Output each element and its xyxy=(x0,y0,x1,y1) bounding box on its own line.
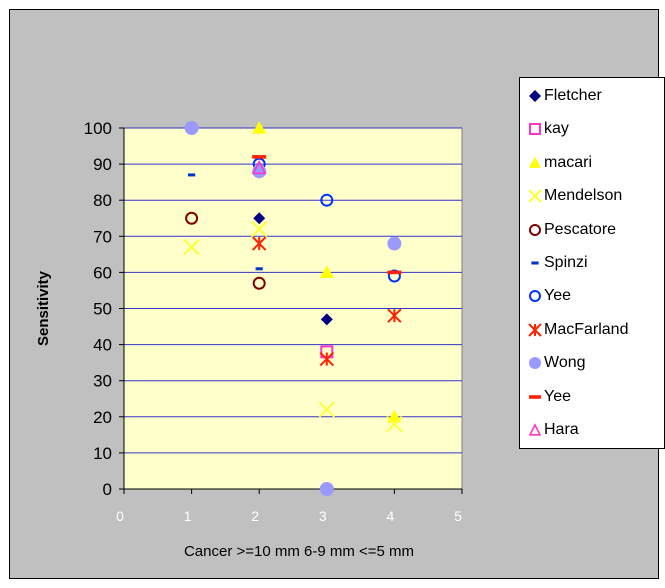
data-point xyxy=(318,401,336,418)
data-point xyxy=(319,265,334,278)
data-point xyxy=(387,236,402,251)
legend-label: Yee xyxy=(544,387,571,405)
data-point xyxy=(183,238,200,256)
legend-item: Yee xyxy=(528,285,571,307)
y-tick-label: 80 xyxy=(93,191,112,210)
legend-marker xyxy=(529,357,541,370)
data-point xyxy=(319,482,334,496)
data-point xyxy=(188,173,196,177)
y-tick-label: 100 xyxy=(84,119,112,138)
legend-label: Pescatore xyxy=(544,220,617,238)
legend-marker-icon xyxy=(531,261,539,265)
legend-marker xyxy=(529,90,541,102)
data-point xyxy=(252,276,266,290)
legend-label: Mendelson xyxy=(544,187,623,205)
y-tick-label: 90 xyxy=(93,155,112,174)
legend-marker xyxy=(528,323,542,337)
data-point xyxy=(184,121,199,135)
data-point xyxy=(252,121,267,134)
legend: Fletcher kay macari Mendelson Pescatore Spinz… xyxy=(519,77,665,449)
legend-marker-icon xyxy=(529,223,541,236)
series-mendelson xyxy=(183,220,403,433)
legend-marker xyxy=(529,290,541,303)
legend-item: Spinzi xyxy=(528,252,588,274)
data-point xyxy=(252,155,267,159)
y-tick-label: 70 xyxy=(93,227,112,246)
data-point xyxy=(251,159,267,175)
legend-label: Spinzi xyxy=(544,254,588,271)
y-tick-label: 20 xyxy=(93,408,112,427)
x-axis-title: Cancer >=10 mm 6-9 mm <=5 mm xyxy=(184,543,414,560)
y-tick-label: 30 xyxy=(93,372,112,391)
x-tick-label: 1 xyxy=(184,508,192,524)
data-point xyxy=(319,351,335,367)
legend-marker xyxy=(529,223,541,236)
data-point xyxy=(387,270,402,275)
data-point xyxy=(387,269,401,283)
legend-label: Fletcher xyxy=(544,87,602,104)
legend-item: Wong xyxy=(528,352,586,374)
legend-marker xyxy=(528,189,542,203)
legend-label: macari xyxy=(544,153,593,171)
legend-marker xyxy=(529,156,541,168)
legend-marker xyxy=(528,423,542,436)
legend-item: MacFarland xyxy=(528,319,628,341)
y-tick-label: 50 xyxy=(93,300,112,319)
y-tick-label: 40 xyxy=(93,336,112,355)
data-point xyxy=(255,267,263,271)
data-point xyxy=(320,313,333,326)
legend-marker-icon xyxy=(528,189,542,203)
legend-marker-icon xyxy=(529,90,541,102)
legend-marker-icon xyxy=(528,423,542,436)
legend-item: kay xyxy=(528,118,569,140)
legend-item: macari xyxy=(528,152,592,174)
series-pescatore xyxy=(185,211,266,290)
y-tick-label: 0 xyxy=(103,480,112,499)
y-tick-label: 10 xyxy=(93,444,112,463)
legend-label: kay xyxy=(544,120,569,138)
data-point xyxy=(185,211,199,225)
legend-marker-icon xyxy=(529,394,541,399)
x-tick-label: 3 xyxy=(319,508,327,524)
series-macfarland xyxy=(251,236,402,367)
x-tick-label: 0 xyxy=(116,508,124,524)
data-point xyxy=(251,236,267,251)
data-point xyxy=(253,212,266,225)
legend-marker-icon xyxy=(529,357,541,370)
y-tick-label: 60 xyxy=(93,263,112,282)
data-point xyxy=(320,193,334,207)
legend-marker xyxy=(529,123,541,136)
legend-marker-icon xyxy=(528,323,542,337)
x-tick-label: 5 xyxy=(454,508,462,524)
y-axis-title: Sensitivity xyxy=(35,270,52,346)
data-point xyxy=(250,220,268,238)
x-tick-label: 4 xyxy=(387,508,395,524)
series-spinzi xyxy=(188,173,263,271)
series-yee xyxy=(252,155,402,275)
legend-item: Fletcher xyxy=(528,85,602,107)
legend-item: Pescatore xyxy=(528,219,616,241)
legend-marker xyxy=(531,261,539,265)
legend-item: Yee xyxy=(528,386,571,408)
legend-marker-icon xyxy=(529,290,541,303)
legend-label: Yee xyxy=(544,287,571,305)
legend-label: Wong xyxy=(544,354,586,372)
x-tick-label: 2 xyxy=(251,508,259,524)
data-point xyxy=(386,415,403,433)
series-hara xyxy=(251,159,267,175)
legend-marker xyxy=(529,394,541,399)
legend-item: Hara xyxy=(528,419,579,441)
legend-marker-icon xyxy=(529,156,541,168)
series-fletcher xyxy=(253,212,333,326)
data-point xyxy=(387,308,402,323)
legend-label: MacFarland xyxy=(544,320,629,338)
legend-item: Mendelson xyxy=(528,185,622,207)
legend-label: Hara xyxy=(544,421,579,438)
legend-marker-icon xyxy=(529,123,541,136)
